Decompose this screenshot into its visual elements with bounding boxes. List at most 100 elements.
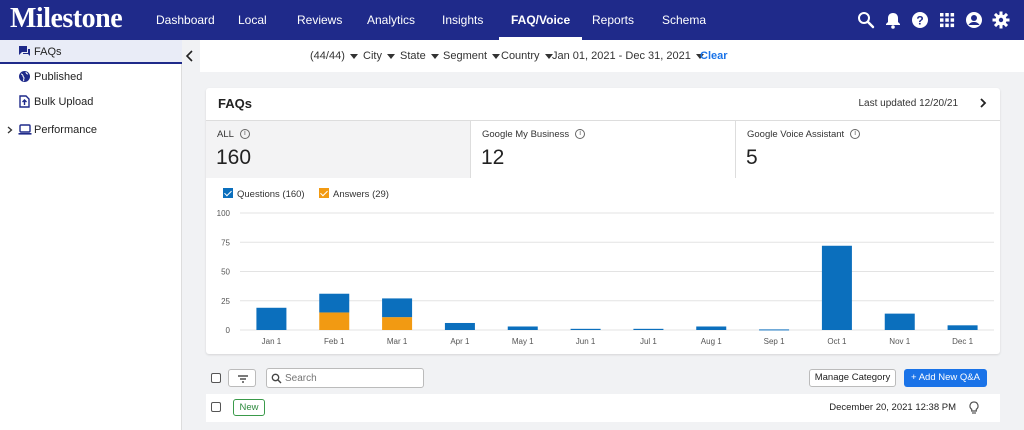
milestone-logo[interactable]: Milestone [10, 3, 123, 34]
state-label: State [400, 50, 426, 62]
x-tick-label: Mar 1 [387, 337, 408, 346]
stat-label: Google Voice Assistant i [747, 129, 861, 140]
y-tick-label: 75 [221, 238, 230, 247]
x-tick-label: Nov 1 [889, 337, 910, 346]
help-icon[interactable]: ? [910, 10, 930, 30]
row-date: December 20, 2021 12:38 PM [829, 402, 956, 413]
caret-down-icon [386, 53, 395, 59]
nav-reviews[interactable]: Reviews [297, 13, 343, 27]
sidebar-item-label: Published [34, 71, 83, 83]
faqs-card: FAQs Last updated 12/20/21 ALL i 160 Goog… [206, 88, 1000, 354]
stat-label: ALL i [217, 129, 250, 140]
caret-down-icon [349, 53, 358, 59]
list-item[interactable]: New December 20, 2021 12:38 PM [206, 394, 1000, 422]
row-checkbox[interactable] [211, 402, 221, 412]
checkbox-checked-icon [223, 188, 233, 198]
stat-google-my-business[interactable]: Google My Business i 12 [471, 120, 736, 178]
date-range-filter[interactable]: Jan 01, 2021 - Dec 31, 2021 [552, 40, 704, 72]
chevron-right-icon[interactable] [6, 126, 14, 134]
chat-icon [19, 46, 30, 56]
bar-questions [570, 328, 601, 330]
city-filter[interactable]: City [363, 40, 395, 72]
y-tick-label: 0 [226, 326, 231, 335]
caret-down-icon [695, 53, 704, 59]
nav-local[interactable]: Local [238, 13, 267, 27]
sidebar-item-bulk-upload[interactable]: Bulk Upload [0, 90, 182, 114]
location-count-filter[interactable]: (44/44) [310, 40, 358, 72]
city-label: City [363, 50, 382, 62]
x-tick-label: Sep 1 [764, 337, 785, 346]
country-label: Country [501, 50, 540, 62]
legend-answers[interactable]: Answers (29) [319, 188, 389, 200]
bell-icon[interactable] [883, 10, 903, 30]
account-icon[interactable] [964, 10, 984, 30]
sidebar-item-label: FAQs [34, 46, 62, 58]
x-tick-label: Jul 1 [640, 337, 657, 346]
list-toolbar: Manage Category + Add New Q&A [206, 366, 1000, 390]
bar-questions [821, 245, 852, 330]
search-input[interactable] [285, 370, 421, 386]
info-icon[interactable]: i [575, 129, 586, 140]
filter-icon [238, 375, 248, 383]
upload-icon [19, 95, 30, 108]
y-tick-label: 25 [221, 297, 230, 306]
bar-questions [696, 326, 727, 330]
stat-value: 12 [481, 146, 505, 169]
stat-all[interactable]: ALL i 160 [206, 120, 471, 178]
globe-icon [19, 71, 30, 82]
nav-dashboard[interactable]: Dashboard [156, 13, 215, 27]
clear-filters-link[interactable]: Clear [700, 50, 728, 62]
select-all-checkbox[interactable] [211, 373, 221, 383]
sidebar: FAQs Published Bulk Upload Performance [0, 40, 182, 430]
sidebar-item-faqs[interactable]: FAQs [0, 40, 182, 64]
stat-label-text: Google My Business [482, 129, 570, 140]
location-count-label: (44/44) [310, 50, 345, 62]
stat-google-voice-assistant[interactable]: Google Voice Assistant i 5 [736, 120, 1000, 178]
x-tick-label: Aug 1 [701, 337, 722, 346]
nav-faq-voice[interactable]: FAQ/Voice [498, 0, 583, 40]
add-new-qa-button[interactable]: + Add New Q&A [904, 369, 987, 387]
nav-analytics[interactable]: Analytics [367, 13, 416, 27]
lightbulb-icon[interactable] [966, 400, 982, 416]
bar-questions [382, 298, 413, 318]
sidebar-item-performance[interactable]: Performance [0, 118, 182, 142]
stat-label-text: Google Voice Assistant [747, 129, 845, 140]
info-icon[interactable]: i [239, 129, 250, 140]
segment-label: Segment [443, 50, 488, 62]
faq-bar-chart: 100 75 50 25 0 Jan 1 Feb 1 Mar 1 Apr 1 May 1 Jun 1… [217, 209, 994, 346]
state-filter[interactable]: State [400, 40, 439, 72]
info-icon[interactable]: i [850, 129, 861, 140]
bar-questions [319, 293, 350, 313]
sidebar-item-label: Bulk Upload [34, 96, 94, 108]
apps-grid-icon[interactable] [937, 10, 957, 30]
search-icon [271, 373, 282, 384]
nav-schema[interactable]: Schema [662, 13, 707, 27]
sidebar-item-published[interactable]: Published [0, 65, 182, 89]
stat-value: 5 [746, 146, 758, 169]
bar-questions [759, 329, 790, 331]
bar-questions [256, 307, 287, 330]
bar-answers [382, 317, 413, 330]
nav-insights[interactable]: Insights [442, 13, 484, 27]
legend-questions[interactable]: Questions (160) [223, 188, 305, 200]
last-updated-text: Last updated 12/20/21 [858, 98, 958, 109]
top-navbar: Milestone Dashboard Local Reviews Analyt… [0, 0, 1024, 40]
legend-label: Questions (160) [237, 189, 305, 200]
x-tick-label: Oct 1 [827, 337, 847, 346]
nav-reports[interactable]: Reports [592, 13, 635, 27]
legend-label: Answers (29) [333, 189, 389, 200]
country-filter[interactable]: Country [501, 40, 553, 72]
stat-label-text: ALL [217, 129, 234, 140]
chevron-right-icon[interactable] [976, 96, 990, 110]
gear-icon[interactable] [991, 10, 1011, 30]
manage-category-button[interactable]: Manage Category [809, 369, 896, 387]
svg-text:?: ? [916, 14, 923, 28]
bar-questions [507, 326, 538, 330]
filter-button[interactable] [228, 369, 256, 387]
segment-filter[interactable]: Segment [443, 40, 501, 72]
y-tick-label: 50 [221, 268, 230, 277]
search-icon[interactable] [856, 10, 876, 30]
collapse-sidebar-icon[interactable] [182, 44, 198, 68]
bar-questions [444, 322, 475, 330]
stat-value: 160 [216, 146, 252, 169]
